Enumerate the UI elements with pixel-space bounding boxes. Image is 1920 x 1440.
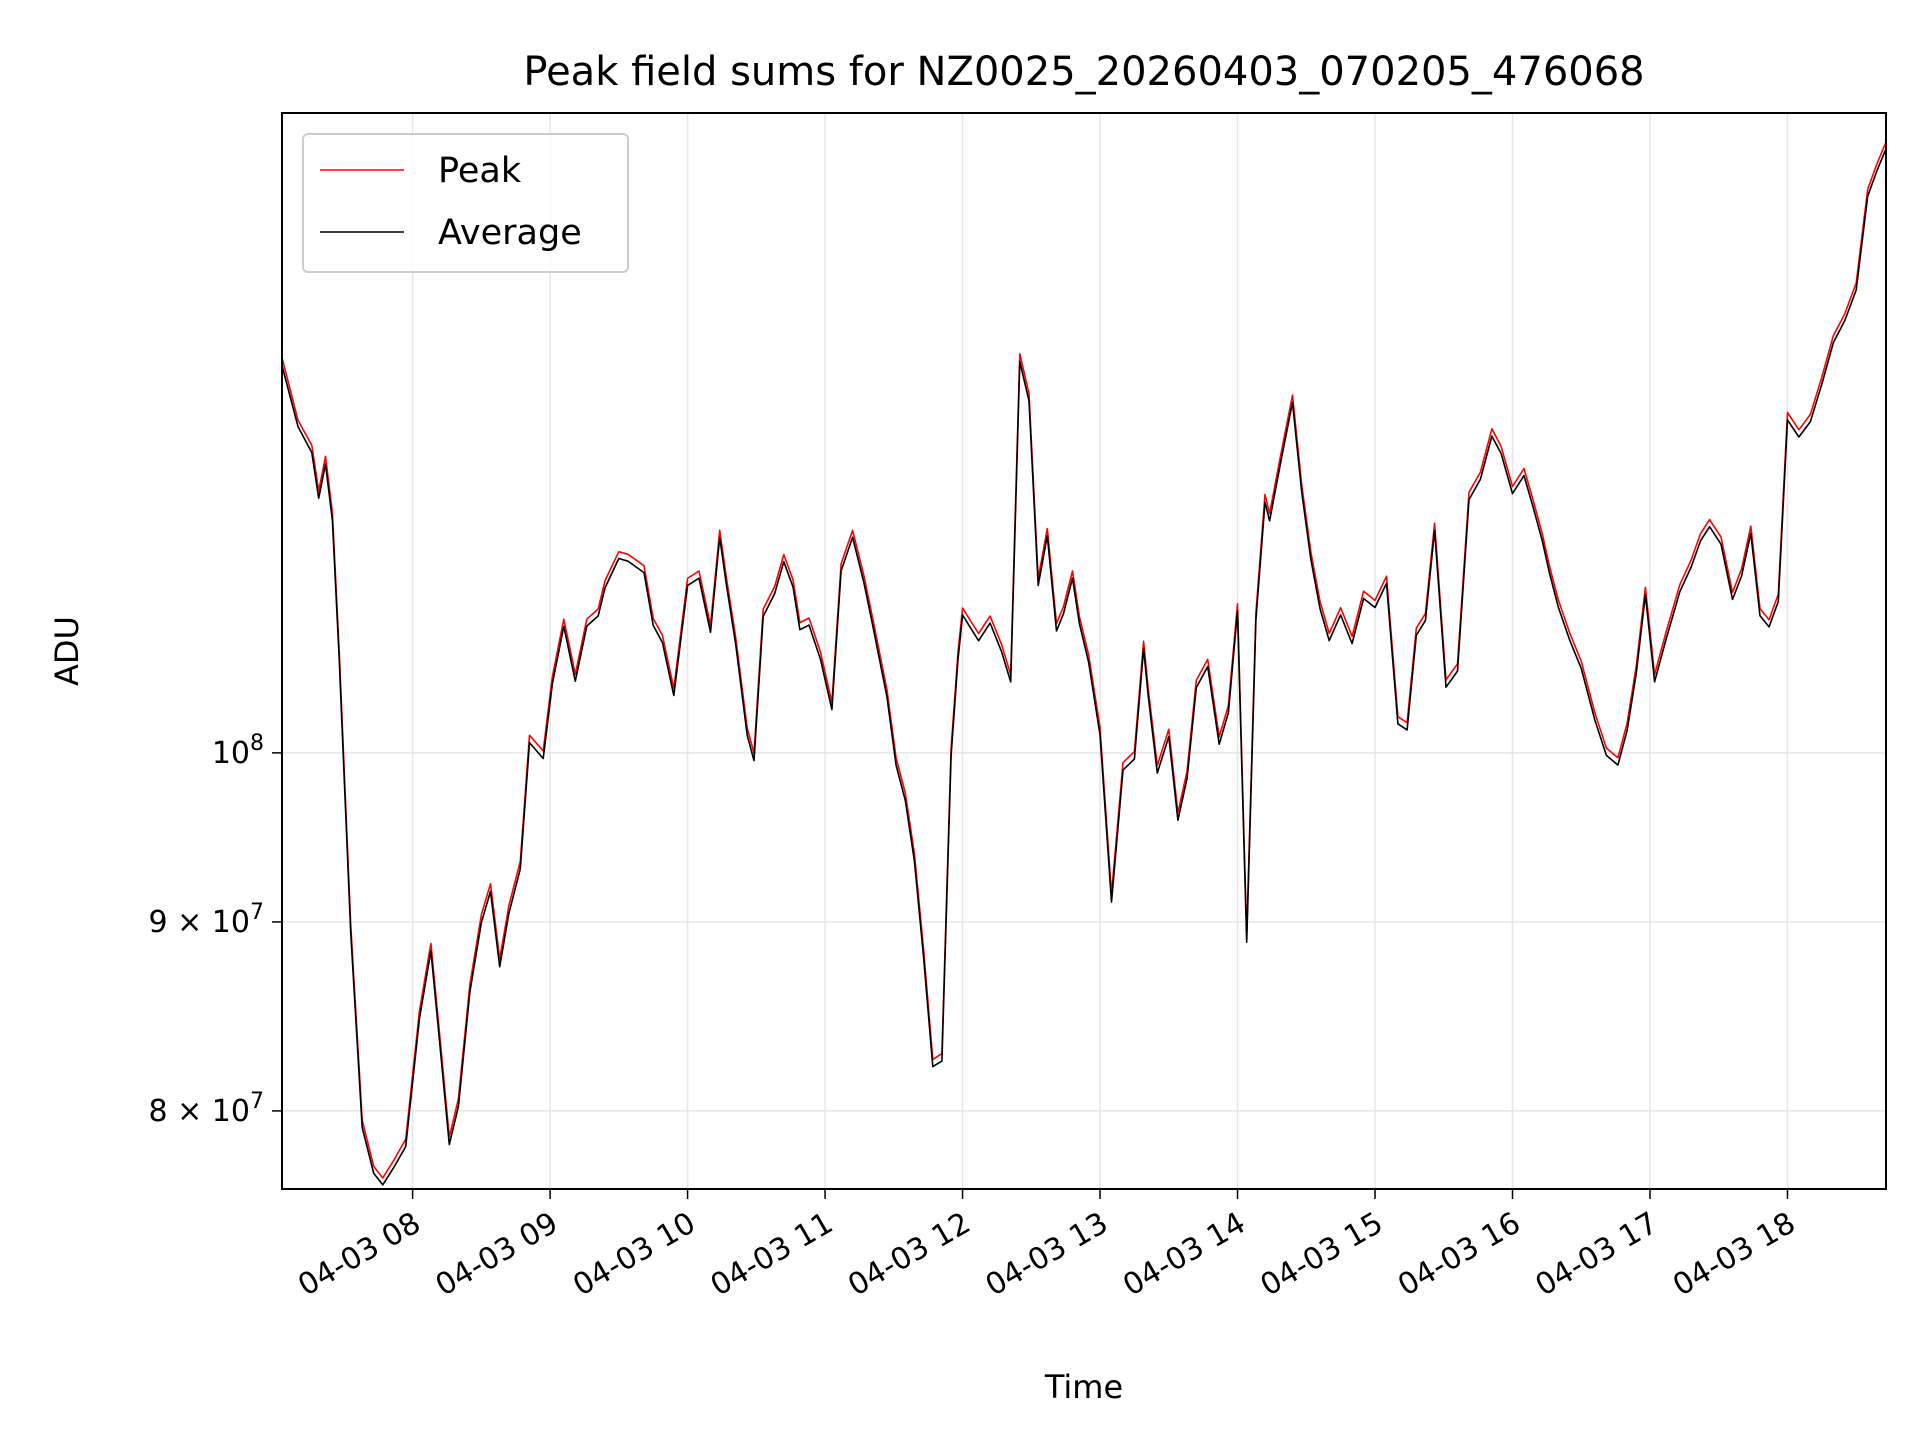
grid [282, 113, 1886, 1189]
y-axis-label: ADU [48, 616, 86, 686]
y-tick-label: 108 [212, 731, 264, 771]
x-axis-label: Time [1044, 1368, 1123, 1406]
legend-label-average: Average [438, 213, 582, 253]
y-tick-label: 8 × 107 [149, 1089, 264, 1129]
series-line-average [281, 148, 1887, 1186]
legend-box [302, 133, 629, 273]
legend-label-peak: Peak [438, 151, 522, 191]
y-tick-label: 9 × 107 [149, 900, 264, 940]
legend: Peak Average [302, 133, 629, 273]
plot-frame [281, 112, 1887, 1190]
chart-title: Peak field sums for NZ0025_20260403_0702… [523, 49, 1644, 95]
series-line-peak [281, 141, 1887, 1179]
series-layer [281, 141, 1887, 1186]
